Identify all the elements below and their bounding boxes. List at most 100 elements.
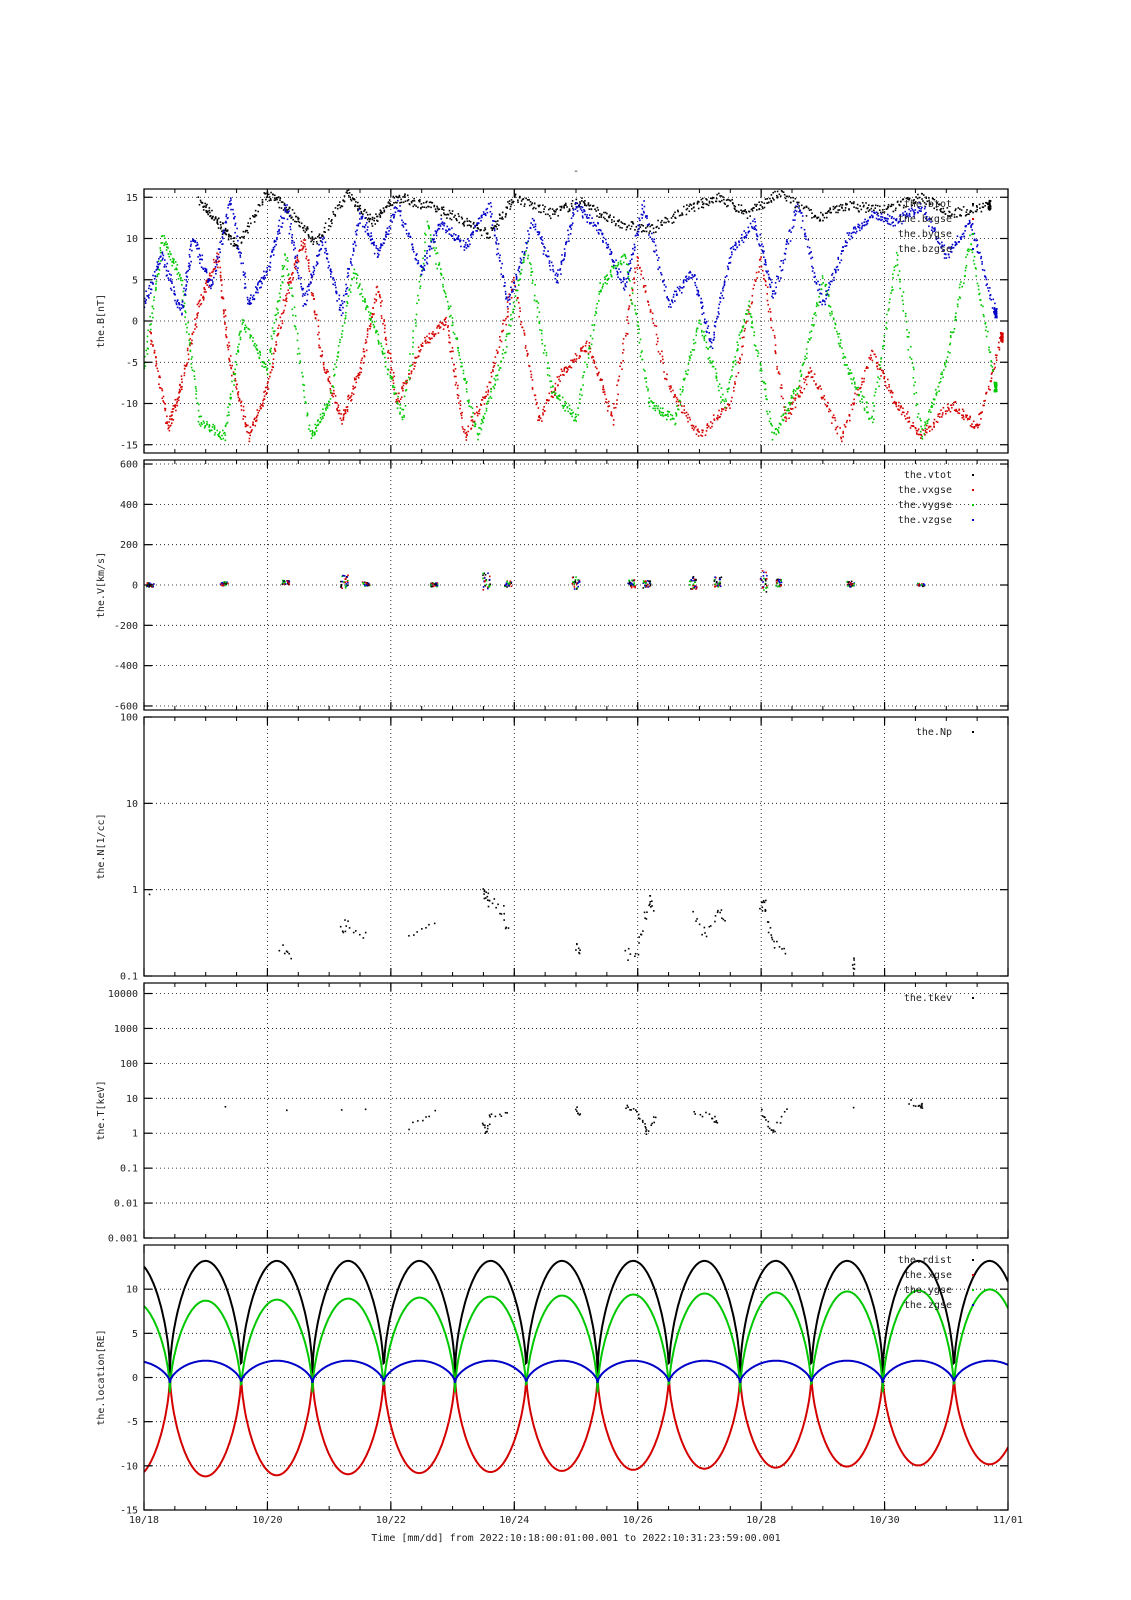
- data-point: [628, 305, 631, 307]
- data-point: [302, 287, 305, 290]
- data-point: [683, 405, 685, 407]
- data-point: [252, 336, 254, 339]
- data-point: [849, 200, 852, 203]
- data-point: [580, 348, 582, 351]
- data-point: [405, 229, 408, 232]
- data-point: [517, 284, 520, 286]
- data-point: [436, 325, 439, 327]
- data-point: [147, 348, 149, 350]
- data-point: [969, 234, 971, 237]
- data-point: [364, 299, 366, 301]
- data-point: [194, 323, 197, 325]
- data-point: [995, 384, 998, 386]
- data-point: [219, 431, 221, 433]
- data-point: [579, 398, 581, 400]
- data-point: [726, 390, 729, 393]
- data-point: [574, 208, 577, 210]
- data-point: [529, 227, 532, 229]
- data-point: [254, 214, 256, 216]
- data-point: [376, 285, 379, 288]
- data-point: [219, 276, 222, 279]
- data-point: [438, 262, 441, 264]
- data-point: [659, 407, 662, 410]
- data-point: [661, 219, 663, 222]
- data-point: [638, 341, 641, 344]
- data-point: [679, 214, 682, 217]
- data-point: [497, 364, 500, 367]
- data-point: [922, 194, 925, 196]
- data-point: [324, 404, 326, 406]
- data-point: [388, 230, 390, 232]
- data-point: [763, 202, 766, 205]
- data-point: [498, 346, 501, 348]
- data-point: [620, 221, 623, 223]
- data-point: [380, 315, 383, 317]
- data-point: [174, 406, 177, 408]
- data-point: [272, 246, 275, 249]
- data-point: [186, 270, 188, 273]
- data-point: [162, 254, 165, 257]
- data-point: [236, 245, 239, 247]
- data-point: [238, 251, 240, 254]
- data-point: [164, 422, 167, 424]
- data-point: [268, 193, 270, 196]
- data-point: [403, 414, 405, 417]
- data-point: [179, 383, 181, 386]
- data-point: [839, 339, 842, 341]
- data-point: [471, 419, 474, 421]
- data-point: [530, 274, 532, 277]
- data-point: [597, 300, 600, 302]
- data-point: [937, 385, 940, 388]
- data-point: [308, 424, 311, 427]
- data-point: [782, 397, 784, 400]
- data-point: [352, 249, 355, 252]
- data-point: [259, 287, 261, 289]
- data-point: [621, 352, 624, 354]
- data-point: [980, 418, 982, 420]
- data-point: [931, 428, 933, 431]
- data-point: [295, 260, 297, 262]
- data-point: [984, 322, 987, 325]
- data-point: [390, 215, 393, 217]
- data-point: [149, 288, 152, 290]
- data-point: [191, 356, 193, 358]
- data-point: [818, 301, 821, 303]
- data-point: [466, 220, 469, 222]
- data-point: [616, 399, 618, 401]
- data-point: [261, 361, 264, 363]
- data-point: [245, 425, 247, 428]
- data-point: [284, 304, 287, 307]
- data-point: [231, 380, 233, 383]
- data-point: [863, 407, 866, 410]
- data-point: [701, 429, 703, 431]
- data-point: [293, 264, 296, 266]
- data-point: [677, 404, 680, 407]
- data-point: [331, 394, 333, 397]
- data-point: [234, 378, 237, 380]
- data-point: [794, 390, 797, 392]
- data-point: [832, 317, 835, 320]
- data-point: [185, 364, 188, 367]
- data-point: [987, 330, 989, 333]
- data-point: [360, 292, 363, 295]
- data-point: [373, 243, 375, 245]
- data-point: [243, 273, 246, 276]
- data-point: [165, 241, 167, 243]
- data-point: [559, 269, 561, 271]
- data-point: [704, 334, 707, 337]
- data-point: [940, 210, 942, 213]
- data-point: [205, 211, 208, 213]
- data-point: [214, 266, 217, 268]
- data-point: [304, 251, 307, 253]
- data-point: [423, 267, 425, 270]
- data-point: [409, 353, 411, 355]
- data-point: [720, 401, 723, 403]
- data-point: [558, 395, 561, 398]
- data-point: [459, 239, 462, 242]
- data-point: [988, 351, 991, 354]
- data-point: [472, 230, 474, 233]
- data-point: [767, 202, 769, 204]
- data-point: [490, 390, 492, 393]
- data-point: [866, 366, 869, 369]
- data-point: [208, 284, 211, 287]
